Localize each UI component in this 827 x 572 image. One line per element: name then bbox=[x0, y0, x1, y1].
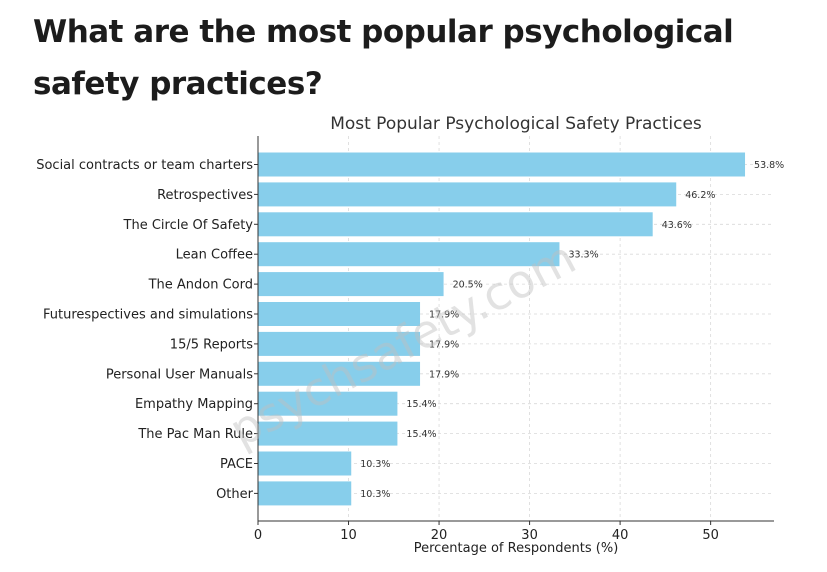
bar bbox=[258, 302, 421, 326]
bar bbox=[258, 421, 398, 446]
bars bbox=[258, 152, 746, 506]
y-tick-label: The Andon Cord bbox=[148, 278, 253, 293]
bar bbox=[258, 361, 421, 386]
x-tick-label: 0 bbox=[254, 528, 262, 543]
x-tick-label: 10 bbox=[340, 528, 357, 543]
bar bbox=[258, 391, 398, 416]
bar bbox=[258, 242, 560, 267]
bar bbox=[258, 152, 746, 177]
value-labels: 53.8% 46.2% 43.6% 33.3% 20.5% 17.9% 17.9% 17.9%… bbox=[360, 160, 784, 500]
data-label: 17.9% bbox=[429, 369, 459, 380]
x-axis-title: Percentage of Respondents (%) bbox=[414, 541, 619, 556]
bar bbox=[258, 481, 352, 506]
y-tick-label: 15/5 Reports bbox=[170, 337, 253, 352]
y-tick-label: The Circle Of Safety bbox=[123, 218, 254, 233]
bar bbox=[258, 331, 421, 356]
y-tick-label: Futurespectives and simulations bbox=[43, 308, 253, 323]
data-label: 33.3% bbox=[568, 250, 598, 261]
data-label: 20.5% bbox=[453, 280, 483, 291]
data-label: 17.9% bbox=[429, 310, 459, 321]
x-tick-label: 30 bbox=[521, 528, 538, 543]
x-tick-label: 50 bbox=[702, 528, 719, 543]
data-label: 15.4% bbox=[406, 399, 436, 410]
y-tick-label: The Pac Man Rule bbox=[137, 427, 253, 442]
category-labels: Social contracts or team charters Retrosp… bbox=[36, 158, 253, 502]
bar bbox=[258, 212, 653, 237]
data-label: 15.4% bbox=[406, 429, 436, 440]
chart-title: Most Popular Psychological Safety Practi… bbox=[330, 114, 702, 134]
bar bbox=[258, 451, 352, 476]
data-label: 43.6% bbox=[662, 220, 692, 231]
bar bbox=[258, 182, 677, 207]
y-tick-label: Empathy Mapping bbox=[135, 397, 253, 412]
y-tick-label: Lean Coffee bbox=[176, 248, 253, 263]
page-headline: What are the most popular psychological … bbox=[33, 14, 734, 102]
y-tick-label: Other bbox=[216, 487, 254, 502]
data-label: 46.2% bbox=[685, 190, 715, 201]
data-label: 17.9% bbox=[429, 339, 459, 350]
y-tick-label: PACE bbox=[220, 457, 253, 472]
data-label: 53.8% bbox=[754, 160, 784, 171]
axes: 0 10 20 30 40 50 bbox=[254, 136, 774, 543]
y-tick-label: Social contracts or team charters bbox=[36, 158, 253, 173]
data-label: 10.3% bbox=[360, 459, 390, 470]
y-tick-label: Personal User Manuals bbox=[106, 367, 253, 382]
bar bbox=[258, 272, 444, 297]
x-tick-label: 40 bbox=[612, 528, 629, 543]
data-label: 10.3% bbox=[360, 489, 390, 500]
y-tick-label: Retrospectives bbox=[157, 188, 253, 203]
x-tick-label: 20 bbox=[431, 528, 448, 543]
